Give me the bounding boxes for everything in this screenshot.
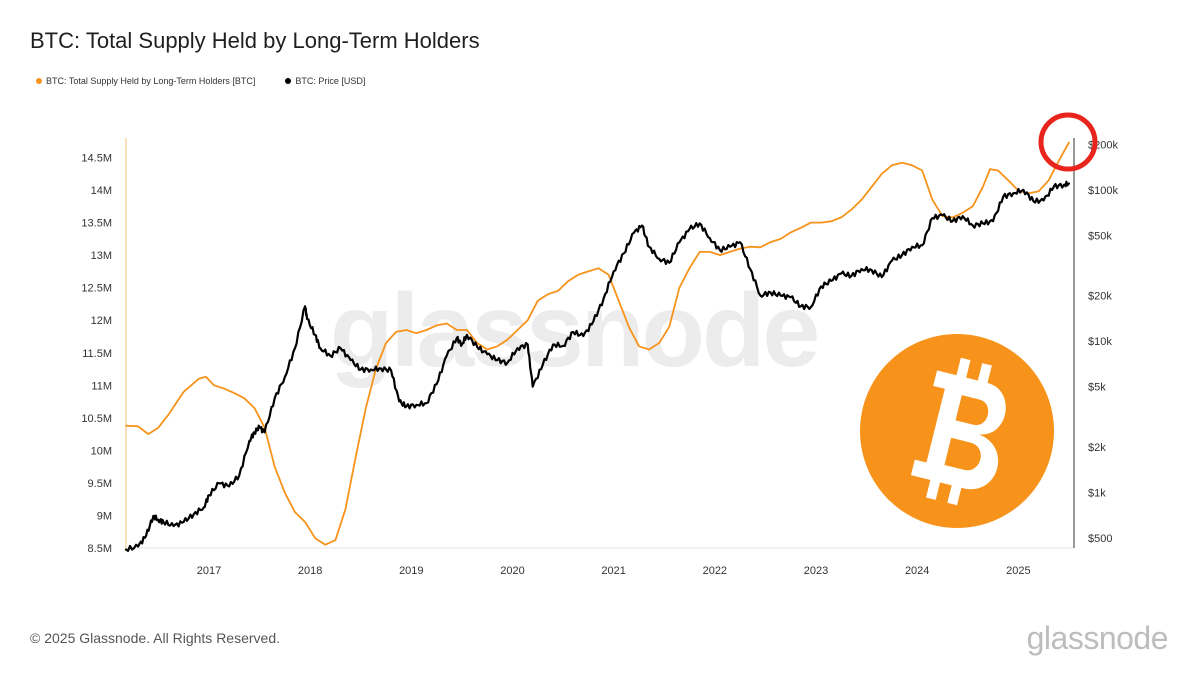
chart-title: BTC: Total Supply Held by Long-Term Hold… <box>30 28 480 53</box>
y-left-tick-label: 12.5M <box>81 283 112 295</box>
y-left-tick-label: 14.5M <box>81 153 112 165</box>
chart-ticks: 2017 2018 2019 2020 2021 2022 2023 2024 2025 8.5M… <box>81 139 1118 577</box>
x-tick-label: 2018 <box>298 565 322 577</box>
y-left-tick-label: 10.5M <box>81 413 112 425</box>
y-left-tick-label: 9M <box>97 510 112 522</box>
y-right-tick-label: $2k <box>1088 442 1106 454</box>
y-left-tick-label: 14M <box>91 185 112 197</box>
legend-item-price[interactable]: BTC: Price [USD] <box>285 76 365 86</box>
legend-item-lth[interactable]: BTC: Total Supply Held by Long-Term Hold… <box>36 76 255 86</box>
y-right-tick-label: $20k <box>1088 291 1112 303</box>
y-right-tick-label: $5k <box>1088 382 1106 394</box>
legend-price-label: BTC: Price [USD] <box>295 76 366 86</box>
legend-lth-label: BTC: Total Supply Held by Long-Term Hold… <box>46 76 256 86</box>
lth-supply-line <box>125 141 1070 546</box>
x-tick-label: 2021 <box>601 565 625 577</box>
y-right-tick-label: $50k <box>1088 230 1112 242</box>
y-left-tick-label: 9.5M <box>88 478 112 490</box>
legend-lth-swatch <box>36 78 42 84</box>
x-tick-label: 2023 <box>804 565 828 577</box>
chart-lines <box>124 141 1070 552</box>
bitcoin-logo <box>860 334 1054 528</box>
x-tick-label: 2022 <box>703 565 727 577</box>
y-left-tick-label: 10M <box>91 445 112 457</box>
y-right-tick-label: $100k <box>1088 185 1118 197</box>
chart-axes <box>125 138 1075 549</box>
x-tick-label: 2017 <box>197 565 221 577</box>
y-left-tick-label: 13.5M <box>81 218 112 230</box>
legend: BTC: Total Supply Held by Long-Term Hold… <box>36 76 365 86</box>
y-left-tick-label: 13M <box>91 250 112 262</box>
legend-price-swatch <box>285 78 292 84</box>
bitcoin-symbol-icon <box>910 357 1006 506</box>
x-tick-label: 2020 <box>500 565 524 577</box>
y-right-tick-label: $1k <box>1088 488 1106 500</box>
copyright-footer: © 2025 Glassnode. All Rights Reserved. <box>30 630 281 646</box>
y-left-tick-label: 11M <box>91 380 112 392</box>
x-tick-label: 2019 <box>399 565 423 577</box>
y-left-tick-label: 12M <box>91 315 112 327</box>
glassnode-logo: glassnode <box>1026 620 1169 656</box>
y-right-tick-label: $500 <box>1088 533 1112 545</box>
x-tick-label: 2024 <box>905 565 929 577</box>
y-right-tick-label: $10k <box>1088 336 1112 348</box>
x-tick-label: 2025 <box>1006 565 1030 577</box>
y-left-tick-label: 8.5M <box>88 543 112 555</box>
y-left-tick-label: 11.5M <box>82 348 112 360</box>
highlight-circle <box>1038 112 1098 172</box>
price-line <box>124 180 1070 552</box>
